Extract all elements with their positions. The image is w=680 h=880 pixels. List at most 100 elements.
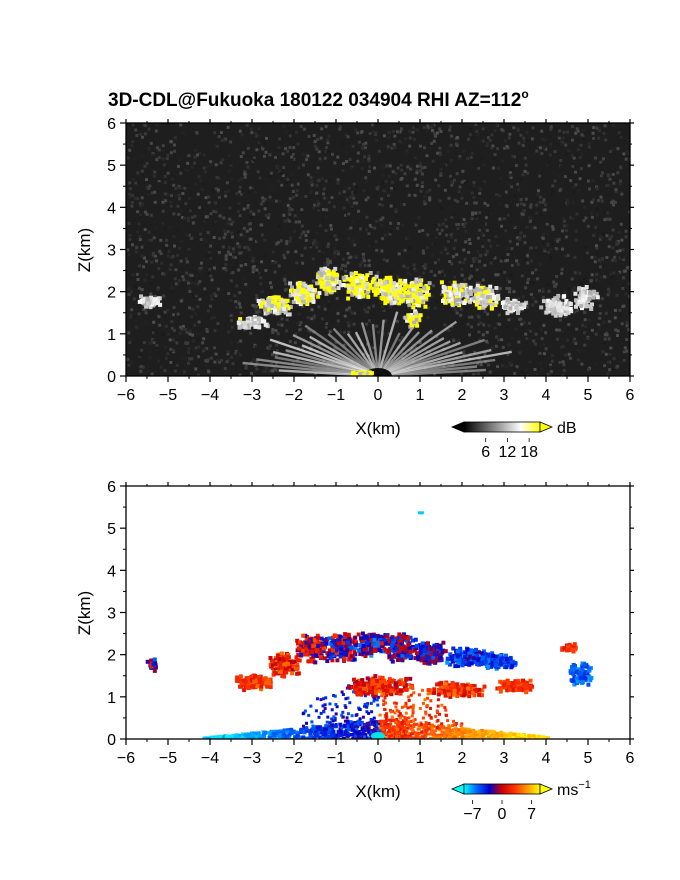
noise-speck [345, 308, 349, 312]
noise-speck [173, 136, 177, 140]
velocity-pixel [247, 732, 252, 736]
noise-speck [478, 254, 482, 258]
noise-speck [233, 256, 237, 259]
echo-pixel [353, 271, 358, 275]
noise-speck [169, 151, 173, 155]
echo-pixel [358, 371, 363, 376]
noise-speck [255, 310, 259, 314]
echo-pixel [516, 311, 520, 315]
noise-speck [607, 360, 610, 364]
noise-speck [150, 372, 154, 376]
noise-speck [449, 158, 453, 162]
noise-speck [284, 147, 287, 151]
noise-speck [350, 167, 354, 171]
echo-pixel [249, 316, 254, 321]
echo-pixel [448, 292, 453, 297]
noise-speck [318, 157, 322, 161]
noise-speck [474, 201, 478, 205]
echo-pixel [415, 323, 420, 328]
noise-speck [516, 128, 520, 132]
noise-speck [238, 185, 242, 189]
noise-speck [389, 189, 393, 193]
noise-speck [144, 311, 148, 315]
noise-speck [460, 193, 464, 197]
echo-pixel [365, 372, 370, 376]
velocity-pixel [429, 726, 434, 730]
noise-speck [598, 326, 602, 330]
noise-speck [170, 290, 174, 294]
noise-speck [572, 191, 576, 195]
noise-speck [236, 340, 240, 344]
noise-speck [492, 371, 495, 375]
echo-pixel [508, 306, 513, 311]
noise-speck [244, 365, 248, 368]
noise-speck [601, 231, 605, 235]
echo-pixel [370, 280, 375, 284]
noise-speck [188, 329, 192, 333]
noise-speck [180, 209, 184, 213]
echo-pixel [296, 293, 301, 298]
noise-speck [169, 361, 173, 364]
echo-pixel [322, 275, 327, 280]
noise-speck [494, 344, 498, 348]
noise-speck [255, 134, 259, 138]
noise-speck [306, 154, 310, 158]
noise-speck [315, 220, 319, 224]
noise-speck [540, 337, 544, 341]
noise-speck [153, 190, 157, 194]
noise-speck [310, 179, 314, 183]
noise-speck [466, 205, 470, 209]
noise-speck [587, 145, 591, 149]
echo-pixel [387, 292, 392, 297]
echo-pixel [351, 286, 356, 291]
noise-speck [536, 192, 540, 196]
noise-speck [480, 166, 484, 170]
noise-speck [590, 255, 594, 259]
noise-speck [618, 270, 622, 274]
noise-speck [431, 129, 434, 133]
echo-pixel [564, 306, 569, 311]
echo-pixel [386, 289, 391, 294]
noise-speck [600, 199, 604, 203]
noise-speck [260, 223, 264, 227]
echo-pixel [288, 281, 293, 286]
noise-speck [443, 273, 447, 277]
noise-speck [504, 190, 508, 194]
noise-speck [281, 362, 285, 366]
noise-speck [576, 358, 580, 362]
noise-speck [627, 328, 630, 332]
noise-speck [342, 206, 346, 210]
echo-pixel [346, 296, 351, 301]
noise-speck [592, 126, 596, 129]
noise-speck [175, 341, 179, 345]
echo-pixel [468, 292, 473, 297]
echo-pixel [413, 315, 418, 319]
echo-pixel [559, 308, 564, 313]
noise-speck [565, 152, 569, 156]
noise-speck [338, 125, 342, 129]
echo-pixel [360, 291, 365, 296]
noise-speck [466, 137, 470, 141]
noise-speck [431, 124, 435, 128]
noise-speck [612, 203, 615, 207]
noise-speck [198, 267, 202, 270]
noise-speck [458, 157, 462, 161]
noise-speck [368, 132, 372, 135]
noise-speck [542, 145, 546, 149]
velocity-pixel [428, 736, 433, 739]
noise-speck [238, 305, 242, 309]
echo-pixel [561, 305, 566, 310]
echo-pixel [553, 313, 558, 318]
noise-speck [134, 250, 138, 254]
noise-speck [135, 325, 138, 329]
noise-speck [188, 357, 192, 361]
noise-speck [490, 346, 494, 350]
noise-speck [533, 368, 537, 371]
noise-speck [625, 324, 629, 328]
noise-speck [479, 187, 483, 191]
noise-speck [226, 352, 230, 356]
noise-speck [313, 140, 317, 144]
noise-speck [386, 145, 390, 149]
noise-speck [288, 197, 292, 201]
noise-speck [478, 259, 481, 263]
